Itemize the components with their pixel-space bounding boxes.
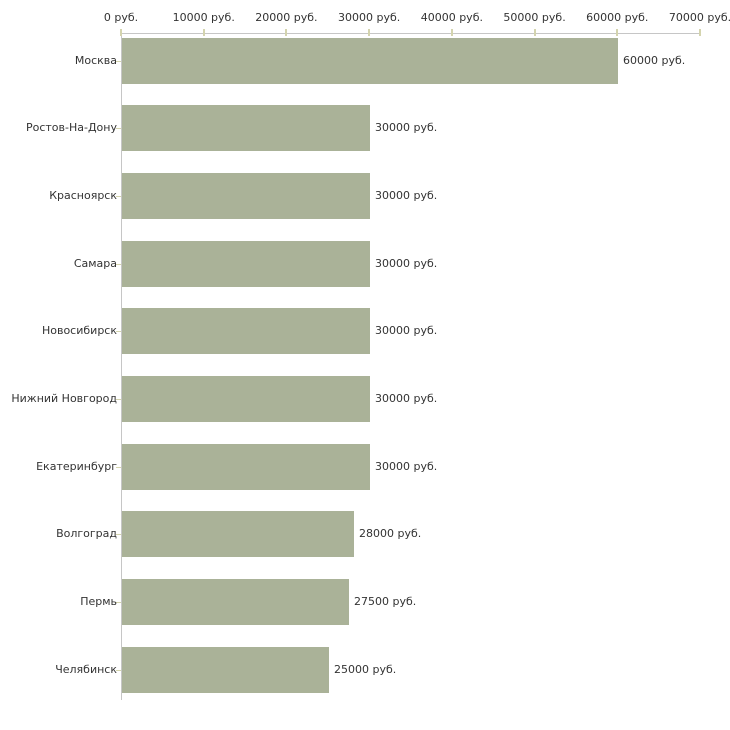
x-tick-label: 10000 руб. [172, 11, 235, 24]
category-label: Самара [73, 257, 117, 270]
y-axis-line [121, 33, 122, 700]
value-label: 60000 руб. [623, 54, 686, 67]
category-label: Челябинск [55, 663, 117, 676]
value-label: 27500 руб. [354, 595, 417, 608]
x-tick-label: 20000 руб. [255, 11, 318, 24]
y-tick-mark [116, 602, 121, 603]
y-tick-mark [116, 534, 121, 535]
value-label: 30000 руб. [375, 324, 438, 337]
bar [122, 444, 370, 490]
x-tick-mark [450, 29, 453, 36]
bar [122, 105, 370, 151]
x-tick-label: 40000 руб. [420, 11, 483, 24]
category-label: Новосибирск [41, 324, 117, 337]
value-label: 25000 руб. [334, 663, 397, 676]
bar [122, 241, 370, 287]
y-tick-mark [116, 331, 121, 332]
x-tick-label: 50000 руб. [503, 11, 566, 24]
value-label: 30000 руб. [375, 392, 438, 405]
y-tick-mark [116, 61, 121, 62]
category-label: Москва [74, 54, 117, 67]
bar [122, 308, 370, 354]
category-label: Екатеринбург [36, 460, 117, 473]
x-tick-mark [202, 29, 205, 36]
value-label: 30000 руб. [375, 189, 438, 202]
y-tick-mark [116, 196, 121, 197]
category-label: Красноярск [49, 189, 117, 202]
x-tick-label: 30000 руб. [338, 11, 401, 24]
category-label: Волгоград [56, 527, 117, 540]
x-tick-mark [616, 29, 619, 36]
x-tick-mark [285, 29, 288, 36]
x-tick-mark [368, 29, 371, 36]
bar [122, 579, 349, 625]
value-label: 30000 руб. [375, 121, 438, 134]
y-tick-mark [116, 128, 121, 129]
category-label: Ростов-На-Дону [25, 121, 117, 134]
bar [122, 173, 370, 219]
bar [122, 38, 618, 84]
y-tick-mark [116, 670, 121, 671]
y-tick-mark [116, 467, 121, 468]
bar [122, 376, 370, 422]
x-tick-mark [699, 29, 701, 36]
category-label: Нижний Новгород [11, 392, 117, 405]
x-tick-mark [120, 29, 122, 36]
bar [122, 511, 354, 557]
x-tick-label: 60000 руб. [586, 11, 649, 24]
bar [122, 647, 329, 693]
y-tick-mark [116, 264, 121, 265]
x-axis-line [121, 33, 700, 34]
category-label: Пермь [80, 595, 117, 608]
x-tick-label: 0 руб. [103, 11, 139, 24]
value-label: 30000 руб. [375, 257, 438, 270]
x-tick-mark [533, 29, 536, 36]
y-tick-mark [116, 399, 121, 400]
value-label: 30000 руб. [375, 460, 438, 473]
x-tick-label: 70000 руб. [668, 11, 730, 24]
value-label: 28000 руб. [359, 527, 422, 540]
